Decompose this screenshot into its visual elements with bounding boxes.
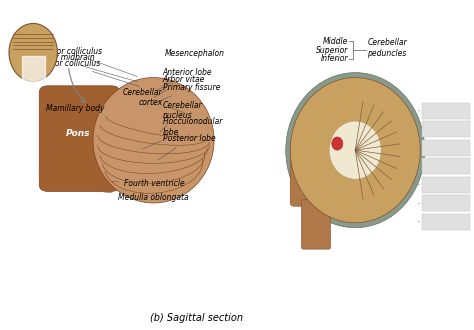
Text: Fourth ventricle: Fourth ventricle (111, 179, 185, 188)
FancyBboxPatch shape (422, 140, 470, 156)
FancyBboxPatch shape (422, 177, 470, 193)
Text: Cerebellar
cortex: Cerebellar cortex (123, 88, 184, 113)
FancyBboxPatch shape (39, 86, 120, 191)
Ellipse shape (9, 23, 57, 82)
Ellipse shape (290, 78, 420, 223)
Text: Flocculonodular
lobe: Flocculonodular lobe (143, 117, 223, 149)
Text: Cerebellar
peduncles: Cerebellar peduncles (367, 38, 407, 57)
Text: Primary fissure: Primary fissure (152, 83, 220, 105)
FancyBboxPatch shape (422, 158, 470, 174)
Text: Pons: Pons (66, 129, 91, 138)
Text: Mesencephalon: Mesencephalon (165, 49, 225, 58)
Text: (b) Sagittal section: (b) Sagittal section (150, 314, 243, 323)
FancyBboxPatch shape (422, 195, 470, 211)
Ellipse shape (332, 137, 343, 150)
Text: Arbor vitae: Arbor vitae (154, 75, 205, 98)
FancyBboxPatch shape (22, 56, 45, 82)
Ellipse shape (286, 73, 425, 228)
Text: Posterior lobe: Posterior lobe (158, 134, 215, 160)
FancyBboxPatch shape (301, 200, 330, 249)
Text: Middle: Middle (323, 37, 348, 46)
FancyBboxPatch shape (422, 214, 470, 230)
Text: Anterior lobe: Anterior lobe (156, 68, 212, 91)
Ellipse shape (329, 121, 381, 179)
FancyBboxPatch shape (422, 121, 470, 137)
Text: Medulla oblongata: Medulla oblongata (102, 192, 188, 203)
Text: Inferior: Inferior (321, 54, 348, 63)
Ellipse shape (93, 78, 214, 203)
FancyBboxPatch shape (290, 140, 337, 206)
Text: Superior colliculus: Superior colliculus (32, 47, 137, 77)
Text: Pons: Pons (292, 146, 312, 155)
Text: Superior: Superior (316, 46, 348, 55)
Text: Aqueduct of midbrain: Aqueduct of midbrain (12, 53, 137, 82)
Text: Inferior colliculus: Inferior colliculus (35, 59, 140, 86)
Text: Mamillary body: Mamillary body (46, 104, 104, 114)
Text: Cerebellar
nucleus: Cerebellar nucleus (160, 101, 202, 132)
FancyBboxPatch shape (422, 103, 470, 119)
